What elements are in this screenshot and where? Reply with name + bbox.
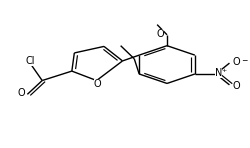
Text: N: N — [215, 68, 222, 78]
Text: O: O — [156, 29, 164, 39]
Text: −: − — [241, 56, 248, 65]
Text: +: + — [221, 68, 226, 73]
Text: O: O — [232, 81, 240, 91]
Text: Cl: Cl — [25, 56, 34, 66]
Text: O: O — [94, 79, 102, 89]
Text: O: O — [17, 88, 25, 98]
Text: O: O — [232, 57, 240, 67]
